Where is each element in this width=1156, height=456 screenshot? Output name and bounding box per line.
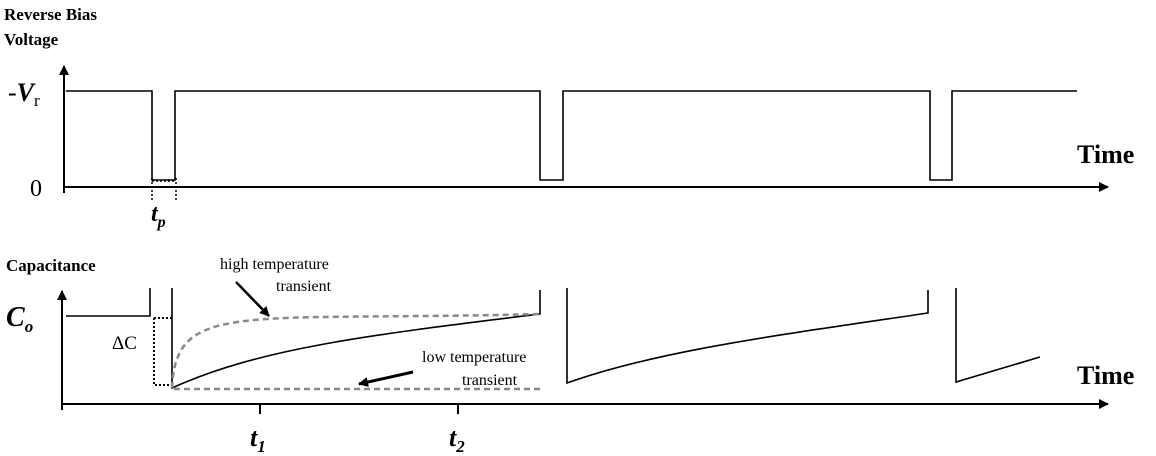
high-temp-label-line2: transient (276, 278, 332, 295)
voltage-axis-label-line2: Voltage (4, 30, 59, 49)
high-temp-pointer-arrow (235, 281, 270, 317)
capacitance-baseline (66, 288, 151, 317)
low-temp-label-line2: transient (462, 372, 518, 389)
t1-label: t1 (250, 423, 266, 456)
tp-label: tp (151, 201, 166, 231)
t2-label: t2 (449, 423, 465, 456)
level-zero-label: 0 (30, 176, 42, 202)
delta-c-bracket (153, 317, 173, 386)
capacitance-transient-3 (955, 288, 1041, 384)
voltage-panel: Reverse Bias Voltage -Vr 0 tp Time (4, 5, 1134, 231)
level-high-label: -Vr (8, 78, 40, 110)
capacitance-panel: Capacitance Co ΔC high temperature trans… (6, 256, 1134, 456)
co-label: Co (6, 302, 33, 336)
low-temp-pointer-arrow (358, 370, 414, 387)
capacitance-transient-1 (171, 288, 541, 390)
high-temp-label-line1: high temperature (220, 256, 329, 273)
voltage-axis-label-line1: Reverse Bias (4, 5, 97, 24)
capacitance-transient-2 (566, 288, 929, 385)
voltage-time-label: Time (1077, 140, 1134, 169)
delta-c-label: ΔC (112, 333, 137, 354)
high-temperature-transient-curve (170, 312, 541, 389)
reverse-bias-waveform (66, 90, 1077, 181)
capacitance-time-label: Time (1077, 361, 1134, 390)
capacitance-axis-label: Capacitance (6, 256, 96, 275)
low-temp-label-line1: low temperature (422, 349, 526, 366)
